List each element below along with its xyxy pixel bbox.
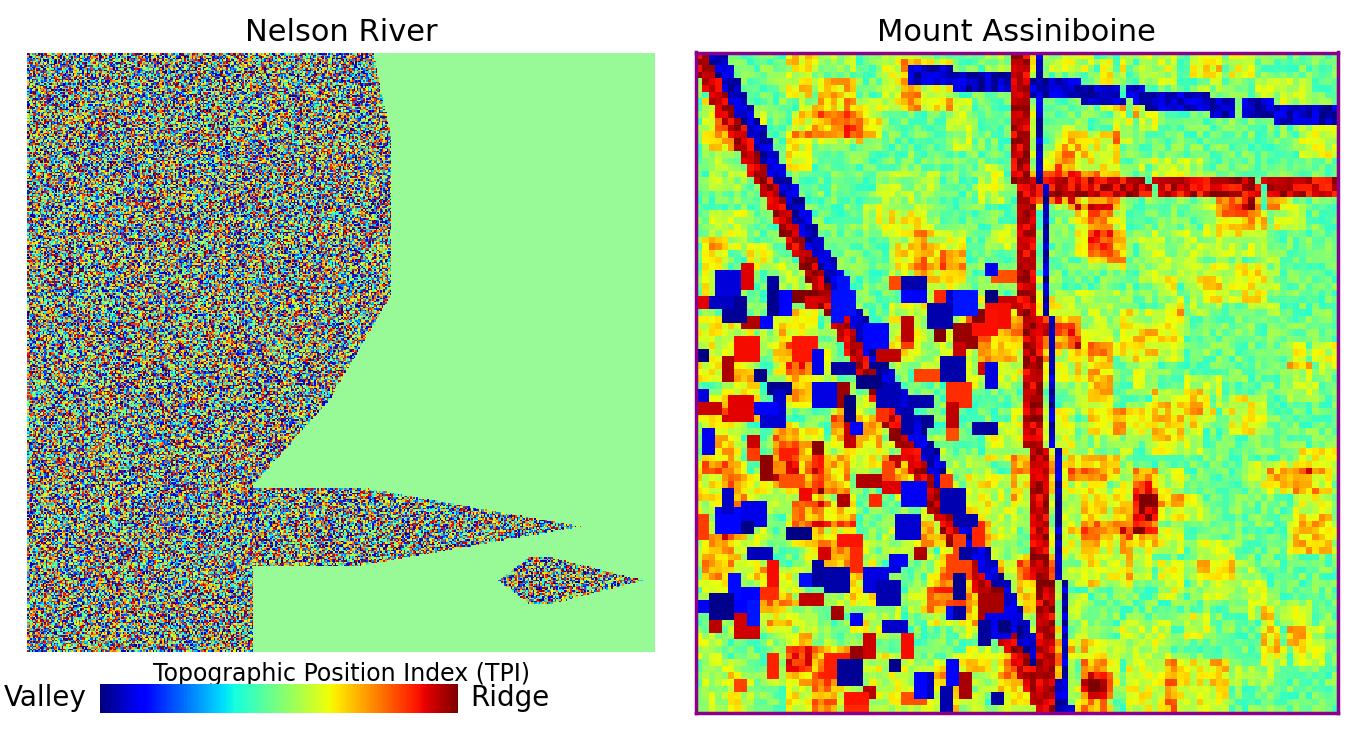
Text: Topographic Position Index (TPI): Topographic Position Index (TPI) bbox=[153, 662, 530, 686]
Text: Valley: Valley bbox=[4, 684, 87, 712]
Title: Nelson River: Nelson River bbox=[244, 19, 438, 47]
Text: Ridge: Ridge bbox=[470, 684, 549, 712]
Title: Mount Assiniboine: Mount Assiniboine bbox=[878, 19, 1156, 47]
